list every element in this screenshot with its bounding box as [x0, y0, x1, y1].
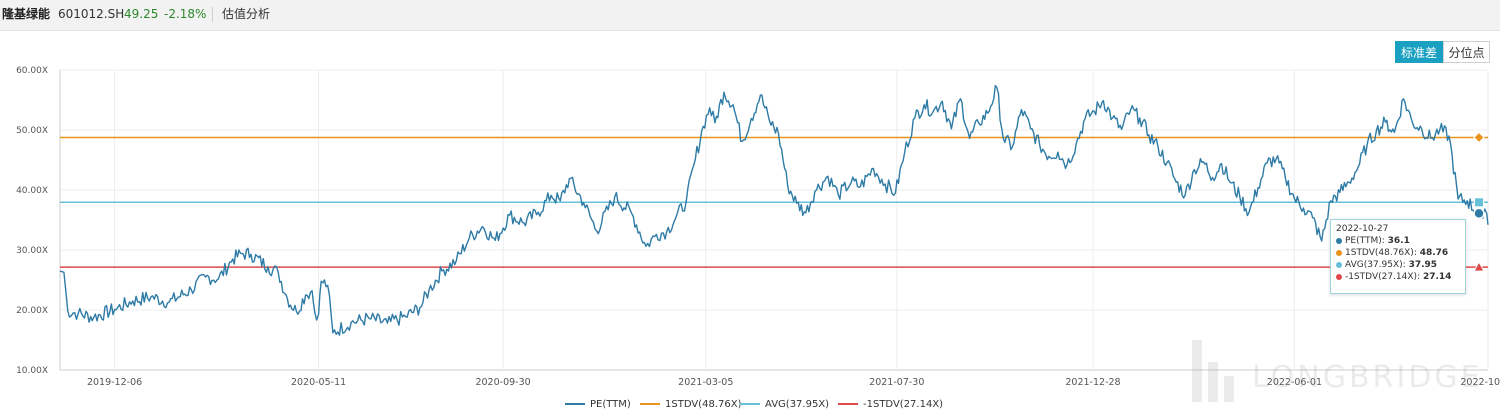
page-title: 估值分析	[222, 7, 271, 21]
tooltip-label: 1STDV(48.76X):	[1345, 248, 1420, 258]
axis-ticks: 60.00X 50.00X 40.00X 30.00X 20.00X 10.00X 2019…	[16, 66, 1500, 388]
header-bar: 隆基绿能 601012.SH 49.25 -2.18% 估值分析	[0, 0, 1500, 31]
x-tick-label: 2022-06-01	[1267, 377, 1322, 388]
data-tooltip: 2022-10-27 PE(TTM): 36.1 1STDV(48.76X): …	[1330, 219, 1466, 294]
tooltip-value: 48.76	[1419, 248, 1449, 258]
legend-label: AVG(37.95X)	[765, 399, 830, 410]
x-tick-label: 2019-12-06	[87, 377, 142, 388]
stock-price: 49.25	[124, 7, 159, 21]
y-tick-label: 20.00X	[16, 306, 48, 316]
tooltip-row-pe: PE(TTM): 36.1	[1336, 235, 1460, 247]
chart-grid	[59, 69, 1489, 371]
y-tick-label: 10.00X	[16, 366, 48, 376]
x-tick-label: 2022-10-28	[1460, 377, 1500, 388]
x-tick-label: 2021-07-30	[869, 377, 924, 388]
pe-series	[59, 84, 1489, 336]
x-tick-label: 2021-03-05	[678, 377, 733, 388]
y-tick-label: 60.00X	[16, 66, 48, 76]
avg-marker	[1474, 197, 1484, 208]
legend-item-upper[interactable]: 1STDV(48.76X)	[640, 398, 741, 412]
upper-marker	[1473, 131, 1485, 144]
tooltip-value: 27.14	[1422, 272, 1452, 282]
x-tick-label: 2021-12-28	[1065, 377, 1120, 388]
stock-name: 隆基绿能	[2, 7, 51, 21]
legend-label: PE(TTM)	[590, 399, 631, 410]
longbridge-watermark: LONGBRIDGE	[1190, 336, 1490, 406]
x-tick-label: 2020-05-11	[291, 377, 346, 388]
y-tick-label: 30.00X	[16, 246, 48, 256]
end-markers	[1473, 131, 1485, 272]
tooltip-label: -1STDV(27.14X):	[1345, 272, 1423, 282]
tooltip-row-lower: -1STDV(27.14X): 27.14	[1336, 271, 1460, 283]
tooltip-label: PE(TTM):	[1345, 236, 1388, 246]
watermark-text: LONGBRIDGE	[1252, 360, 1483, 395]
watermark-logo-icon	[1192, 340, 1234, 402]
tooltip-row-upper: 1STDV(48.76X): 48.76	[1336, 247, 1460, 259]
tooltip-value: 37.95	[1408, 260, 1438, 270]
legend-label: 1STDV(48.76X)	[665, 399, 742, 410]
stock-code: 601012.SH	[58, 7, 125, 21]
legend-item-lower[interactable]: -1STDV(27.14X)	[838, 398, 943, 412]
tooltip-value: 36.1	[1387, 236, 1410, 246]
legend-item-avg[interactable]: AVG(37.95X)	[740, 398, 829, 412]
header-divider	[212, 7, 213, 22]
pe-marker	[1473, 207, 1485, 220]
y-tick-label: 40.00X	[16, 186, 48, 196]
tooltip-date: 2022-10-27	[1336, 224, 1389, 234]
legend-label: -1STDV(27.14X)	[863, 399, 944, 410]
tooltip-label: AVG(37.95X):	[1345, 260, 1409, 270]
x-tick-label: 2020-09-30	[475, 377, 530, 388]
percentile-toggle-button[interactable]: 分位点	[1443, 41, 1490, 63]
stock-change: -2.18%	[164, 7, 207, 21]
std-dev-toggle-button[interactable]: 标准差	[1395, 41, 1443, 63]
legend-item-pe[interactable]: PE(TTM)	[565, 398, 631, 412]
y-tick-label: 50.00X	[16, 126, 48, 136]
tooltip-row-avg: AVG(37.95X): 37.95	[1336, 259, 1460, 271]
reference-lines	[60, 136, 1488, 268]
pe-ttm-line	[59, 84, 1489, 336]
lower-marker	[1473, 261, 1485, 272]
